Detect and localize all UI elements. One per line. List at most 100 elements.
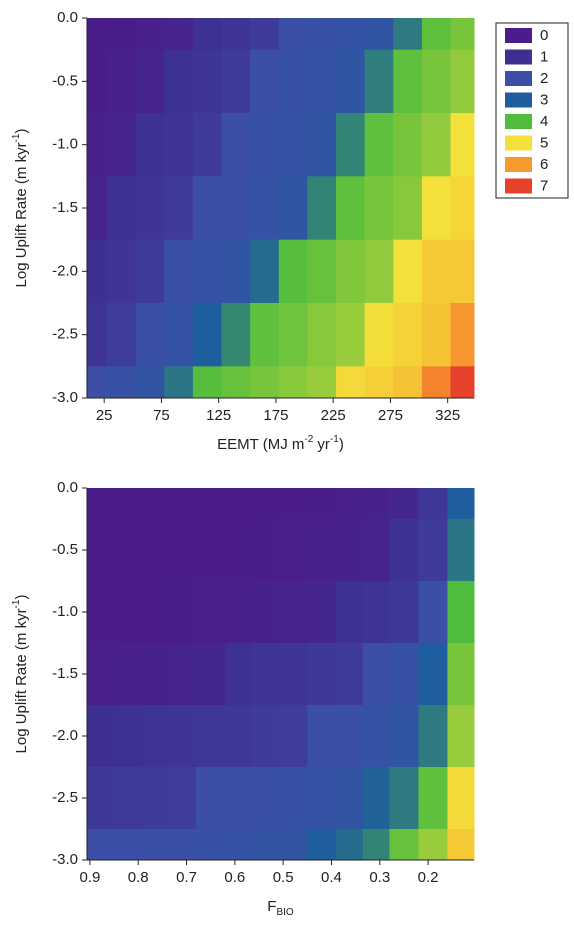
contour-cell	[164, 176, 194, 241]
superscript: -1	[11, 133, 22, 142]
contour-cell	[418, 829, 448, 861]
contour-cell	[362, 643, 390, 706]
contour-cell	[364, 303, 394, 367]
contour-cell	[362, 767, 390, 830]
contour-cell	[389, 519, 419, 582]
contour-cell	[389, 581, 419, 644]
contour-cell	[278, 519, 308, 582]
contour-cell	[251, 705, 279, 768]
contour-cell	[421, 113, 452, 177]
contour-cell	[143, 705, 171, 768]
contour-cell	[389, 643, 419, 706]
contour-cell	[107, 49, 137, 114]
contour-cell	[196, 829, 226, 861]
contour-cell	[250, 176, 280, 241]
contour-cell	[278, 581, 308, 644]
x-tick-label: 0.6	[224, 869, 245, 886]
legend-label: 0	[540, 27, 548, 44]
contour-cell	[114, 705, 144, 768]
contour-cell	[364, 113, 394, 177]
contour-cell	[196, 488, 226, 520]
contour-cell	[450, 18, 475, 51]
contour-cell	[196, 519, 226, 582]
contour-cell	[364, 176, 394, 241]
subscript: BIO	[276, 907, 293, 918]
axis-label: Log Uplift Rate (m kyr-1)	[11, 595, 30, 754]
legend-label: 1	[540, 48, 548, 65]
x-tick-label: 0.9	[79, 869, 100, 886]
contour-cell	[447, 488, 475, 520]
contour-cell	[251, 519, 279, 582]
contour-cell	[107, 113, 137, 177]
contour-cell	[192, 18, 223, 51]
contour-cell	[307, 239, 337, 304]
contour-cell	[393, 239, 423, 304]
contour-cell	[389, 829, 419, 861]
label-part: F	[267, 898, 276, 915]
contour-cell	[87, 239, 108, 304]
contour-cell	[362, 829, 390, 861]
contour-cell	[87, 581, 115, 644]
contour-cell	[418, 705, 448, 768]
contour-cell	[389, 488, 419, 520]
superscript: -2	[304, 434, 313, 445]
contour-cell	[447, 829, 475, 861]
legend-swatch	[505, 49, 532, 65]
contour-cell	[278, 643, 308, 706]
contour-cell	[196, 643, 226, 706]
contour-cell	[169, 581, 197, 644]
contour-cell	[278, 829, 308, 861]
contour-cell	[447, 581, 475, 644]
y-tick-label: -1.5	[52, 199, 78, 216]
contour-cell	[278, 767, 308, 830]
contour-cell	[251, 643, 279, 706]
contour-cell	[114, 643, 144, 706]
y-tick-label: -3.0	[52, 851, 78, 868]
contour-cell	[225, 488, 253, 520]
contour-cell	[307, 705, 337, 768]
contour-cell	[164, 49, 194, 114]
contour-cell	[135, 49, 165, 114]
legend-swatch	[505, 178, 532, 194]
contour-cell	[418, 643, 448, 706]
contour-cell	[169, 643, 197, 706]
contour-cell	[447, 767, 475, 830]
y-tick-label: -1.0	[52, 136, 78, 153]
contour-cell	[336, 239, 366, 304]
axis-label: FBIO	[267, 898, 294, 918]
y-tick-label: -0.5	[52, 541, 78, 558]
contour-cell	[336, 767, 364, 830]
x-tick-label: 0.4	[321, 869, 342, 886]
contour-cell	[421, 303, 452, 367]
y-tick-label: 0.0	[57, 9, 78, 26]
contour-cell	[87, 113, 108, 177]
contour-cell	[364, 239, 394, 304]
contour-cell	[389, 705, 419, 768]
contour-cell	[87, 303, 108, 367]
contour-cell	[87, 643, 115, 706]
x-tick-label: 275	[378, 407, 403, 424]
contour-cell	[114, 488, 144, 520]
contour-cell	[307, 113, 337, 177]
contour-cell	[418, 519, 448, 582]
contour-cell	[114, 519, 144, 582]
contour-cell	[192, 303, 223, 367]
contour-cell	[225, 829, 253, 861]
contour-cell	[135, 113, 165, 177]
contour-cell	[164, 366, 194, 399]
legend-label: 6	[540, 156, 548, 173]
y-tick-label: -2.5	[52, 789, 78, 806]
contour-cell	[393, 366, 423, 399]
contour-cell	[143, 643, 171, 706]
legend-label: 5	[540, 134, 548, 151]
label-part: Log Uplift Rate (m kyr	[13, 608, 30, 753]
contour-cell	[393, 113, 423, 177]
contour-cell	[450, 176, 475, 241]
contour-cell	[251, 581, 279, 644]
contour-cell	[278, 239, 308, 304]
contour-cell	[307, 519, 337, 582]
contour-cell	[87, 767, 115, 830]
contour-cell	[450, 366, 475, 399]
contour-cell	[169, 829, 197, 861]
contour-cell	[278, 176, 308, 241]
